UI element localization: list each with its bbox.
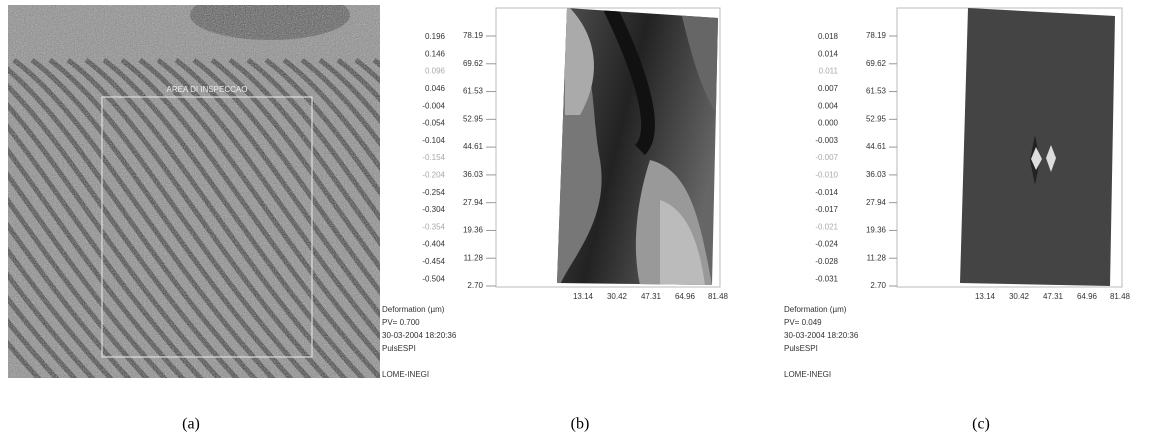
info-text: LOME-INEGI [382,370,429,379]
scale-label: -0.028 [815,257,838,266]
scale-label: -0.404 [422,240,445,249]
y-tick-label: 11.28 [464,253,484,262]
caption: (c) [972,416,990,433]
scale-label: 0.014 [818,49,839,58]
caption: (a) [182,416,200,433]
info-text: 30-03-2004 18:20:36 [382,331,457,340]
scale-label: -0.304 [422,205,445,214]
y-tick-label: 78.19 [463,31,484,40]
y-tick-label: 44.61 [866,142,887,151]
x-tick-label: 13.14 [573,292,594,301]
scale-label: -0.154 [422,153,445,162]
info-text: PulsESPI [784,344,818,353]
scale-label: -0.004 [422,101,445,110]
y-tick-label: 61.53 [866,87,887,96]
scale-label: -0.054 [422,119,445,128]
x-tick-label: 30.42 [1009,292,1030,301]
scale-label: 0.146 [425,49,446,58]
x-tick-label: 81.48 [1110,292,1131,301]
info-text: Deformation (µm) [382,305,445,314]
info-text: Deformation (µm) [784,305,847,314]
scale-label: -0.254 [422,188,445,197]
info-text: 30-03-2004 18:20:36 [784,331,859,340]
scale-label: 0.011 [819,67,839,76]
page: AREA DI INSPECCAO (a) (b) (c) 0.196 0.146… [0,0,1176,438]
y-tick-label: 2.70 [467,281,483,290]
scale-label: -0.014 [815,188,838,197]
deformation-map [955,5,1120,290]
info-text: PV= 0.700 [382,318,420,327]
scale-label: 0.096 [425,67,446,76]
scale-label: 0.046 [425,84,446,93]
scale-label: 0.007 [818,84,839,93]
figure: AREA DI INSPECCAO (a) (b) (c) 0.196 0.146… [0,0,1176,438]
y-tick-label: 2.70 [870,281,886,290]
scale-label: -0.003 [815,136,838,145]
y-tick-label: 52.95 [463,114,484,123]
y-tick-label: 19.36 [866,226,887,235]
scale-label: 0.000 [818,119,839,128]
scale-label: 0.004 [818,101,839,110]
y-tick-label: 36.03 [866,170,887,179]
scale-label: -0.007 [815,153,838,162]
scale-label: 0.018 [818,32,839,41]
x-tick-label: 13.14 [975,292,996,301]
scale-label: 0.196 [425,32,446,41]
y-tick-label: 69.62 [463,59,484,68]
deformation-map [550,5,725,290]
scale-label: -0.354 [422,222,445,231]
scale-label: -0.504 [422,274,445,283]
y-tick-label: 52.95 [866,114,887,123]
y-tick-label: 11.28 [867,253,887,262]
info-text: PV= 0.049 [784,318,822,327]
scale-label: -0.017 [815,205,838,214]
scale-label: -0.024 [815,240,838,249]
scale-label: -0.031 [815,274,838,283]
y-tick-label: 44.61 [463,142,484,151]
scale-label: -0.104 [422,136,445,145]
scale-label: -0.021 [815,222,838,231]
y-tick-label: 19.36 [463,226,484,235]
caption: (b) [571,416,590,433]
x-tick-label: 47.31 [641,292,662,301]
x-tick-label: 64.96 [1077,292,1098,301]
x-tick-label: 81.48 [708,292,729,301]
x-tick-label: 47.31 [1043,292,1064,301]
y-tick-label: 69.62 [866,59,887,68]
info-text: LOME-INEGI [784,370,831,379]
y-tick-label: 61.53 [463,87,484,96]
scale-label: -0.454 [422,257,445,266]
scale-label: -0.010 [815,171,838,180]
image-label: AREA DI INSPECCAO [167,85,248,94]
x-tick-label: 64.96 [675,292,696,301]
info-text: PulsESPI [382,344,416,353]
y-tick-label: 36.03 [463,170,484,179]
y-tick-label: 27.94 [866,198,887,207]
scale-label: -0.204 [422,171,445,180]
x-tick-label: 30.42 [607,292,628,301]
y-tick-label: 27.94 [463,198,484,207]
y-tick-label: 78.19 [866,31,887,40]
